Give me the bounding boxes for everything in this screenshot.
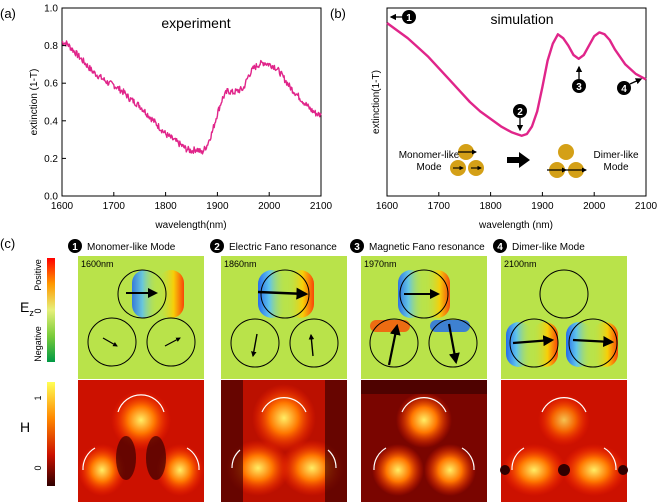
y-tick-label: 1.0	[44, 4, 58, 15]
ez-map-4: 2100nm	[501, 256, 627, 379]
monomer-label-line2: Mode	[416, 162, 441, 173]
y-axis-label-experiment: extinction (1-T)	[29, 69, 40, 136]
x-tick-label: 1800	[154, 201, 177, 212]
h-map-1	[78, 380, 204, 502]
wavelength-label-1: 1600nm	[81, 259, 114, 269]
ez-scale-zero: 0	[33, 308, 43, 313]
column-header-3: 3 Magnetic Fano resonance	[350, 239, 485, 253]
x-axis-label-simulation: wavelength (nm)	[478, 220, 553, 231]
column-header-2: 2 Electric Fano resonance	[210, 239, 337, 253]
x-tick-label: 1700	[103, 201, 126, 212]
y-tick-label: 0.8	[44, 41, 58, 52]
marker-3-num: 3	[576, 82, 582, 93]
panel-label-c: (c)	[0, 236, 15, 251]
marker-4-num: 4	[621, 84, 627, 95]
h-map-3	[361, 380, 487, 502]
mode-inset: Monomer-like Mode Dimer-like Mode	[399, 144, 639, 178]
marker-2: 2	[513, 104, 527, 132]
panel-label-b: (b)	[330, 6, 346, 21]
marker-1-num: 1	[406, 13, 412, 24]
y-ticks-experiment: 0.0 0.2 0.4 0.6 0.8 1.0	[44, 4, 66, 203]
h-colorbar: 1 0	[33, 382, 55, 486]
monomer-particles	[450, 144, 484, 176]
x-tick-label: 2100	[635, 201, 658, 212]
x-tick-label: 1600	[51, 201, 74, 212]
x-tick-label: 1800	[479, 201, 502, 212]
ez-map-2: 1860nm	[221, 256, 347, 379]
chart-title-simulation: simulation	[490, 11, 553, 27]
x-tick-label: 2000	[583, 201, 606, 212]
x-tick-label: 1700	[428, 201, 451, 212]
column-title-4: Dimer-like Mode	[512, 242, 585, 253]
h-map-4	[500, 380, 628, 502]
ez-scale-positive: Positive	[33, 259, 43, 291]
ez-scale-negative: Negative	[33, 326, 43, 362]
ez-map-1: 1600nm	[78, 256, 204, 379]
marker-1: 1	[389, 10, 416, 24]
x-ticks-simulation: 1600 1700 1800 1900 2000 2100	[376, 192, 658, 212]
panel-label-a: (a)	[0, 6, 16, 21]
x-tick-label: 2000	[258, 201, 281, 212]
y-tick-label: 0.0	[44, 192, 58, 203]
x-tick-label: 2100	[310, 201, 333, 212]
h-scale-bottom: 0	[33, 465, 43, 470]
plot-frame-experiment	[61, 7, 322, 197]
wavelength-label-3: 1970nm	[364, 259, 397, 269]
h-scale-top: 1	[33, 395, 43, 400]
x-tick-label: 1600	[376, 201, 399, 212]
column-title-2: Electric Fano resonance	[229, 242, 337, 253]
x-ticks-experiment: 1600 1700 1800 1900 2000 2100	[51, 192, 333, 212]
series-line-simulation	[386, 22, 647, 137]
column-title-3: Magnetic Fano resonance	[369, 242, 485, 253]
svg-text:4: 4	[497, 242, 503, 253]
column-title-1: Monomer-like Mode	[87, 242, 176, 253]
wavelength-label-2: 1860nm	[224, 259, 257, 269]
svg-text:1: 1	[72, 242, 78, 253]
dimer-label-line1: Dimer-like	[594, 150, 639, 161]
x-axis-label-experiment: wavelength(nm)	[154, 220, 226, 231]
y-tick-label: 0.2	[44, 154, 58, 165]
chart-title-experiment: experiment	[161, 15, 230, 31]
x-tick-label: 1900	[531, 201, 554, 212]
series-line-experiment	[61, 40, 322, 155]
mode-transition-arrow	[507, 152, 530, 168]
marker-2-num: 2	[517, 107, 523, 118]
svg-text:2: 2	[214, 242, 220, 253]
marker-3: 3	[572, 65, 586, 93]
chart-simulation: simulation 1600 1700 1800 1900 2000 2100 wave…	[371, 7, 658, 231]
h-row-label: H	[20, 419, 30, 435]
column-header-4: 4 Dimer-like Mode	[493, 239, 585, 253]
y-axis-label-simulation: extinction(1-T)	[371, 70, 382, 134]
ez-map-3: 1970nm	[361, 256, 487, 379]
dimer-particles	[547, 144, 588, 178]
y-tick-label: 0.6	[44, 79, 58, 90]
column-header-1: 1 Monomer-like Mode	[68, 239, 176, 253]
y-tick-label: 0.4	[44, 116, 58, 127]
monomer-label-line1: Monomer-like	[399, 150, 460, 161]
dimer-label-line2: Mode	[603, 162, 628, 173]
svg-text:3: 3	[354, 242, 360, 253]
plot-frame-simulation	[386, 7, 647, 197]
ez-colorbar: Positive 0 Negative	[33, 258, 55, 362]
marker-4: 4	[617, 78, 643, 95]
chart-experiment: experiment 1600 1700 1800 1900 2000 2100 0.00…	[29, 4, 333, 232]
h-map-2	[221, 380, 347, 502]
ez-row-label: Ez	[20, 299, 34, 318]
x-tick-label: 1900	[206, 201, 229, 212]
wavelength-label-4: 2100nm	[504, 259, 537, 269]
